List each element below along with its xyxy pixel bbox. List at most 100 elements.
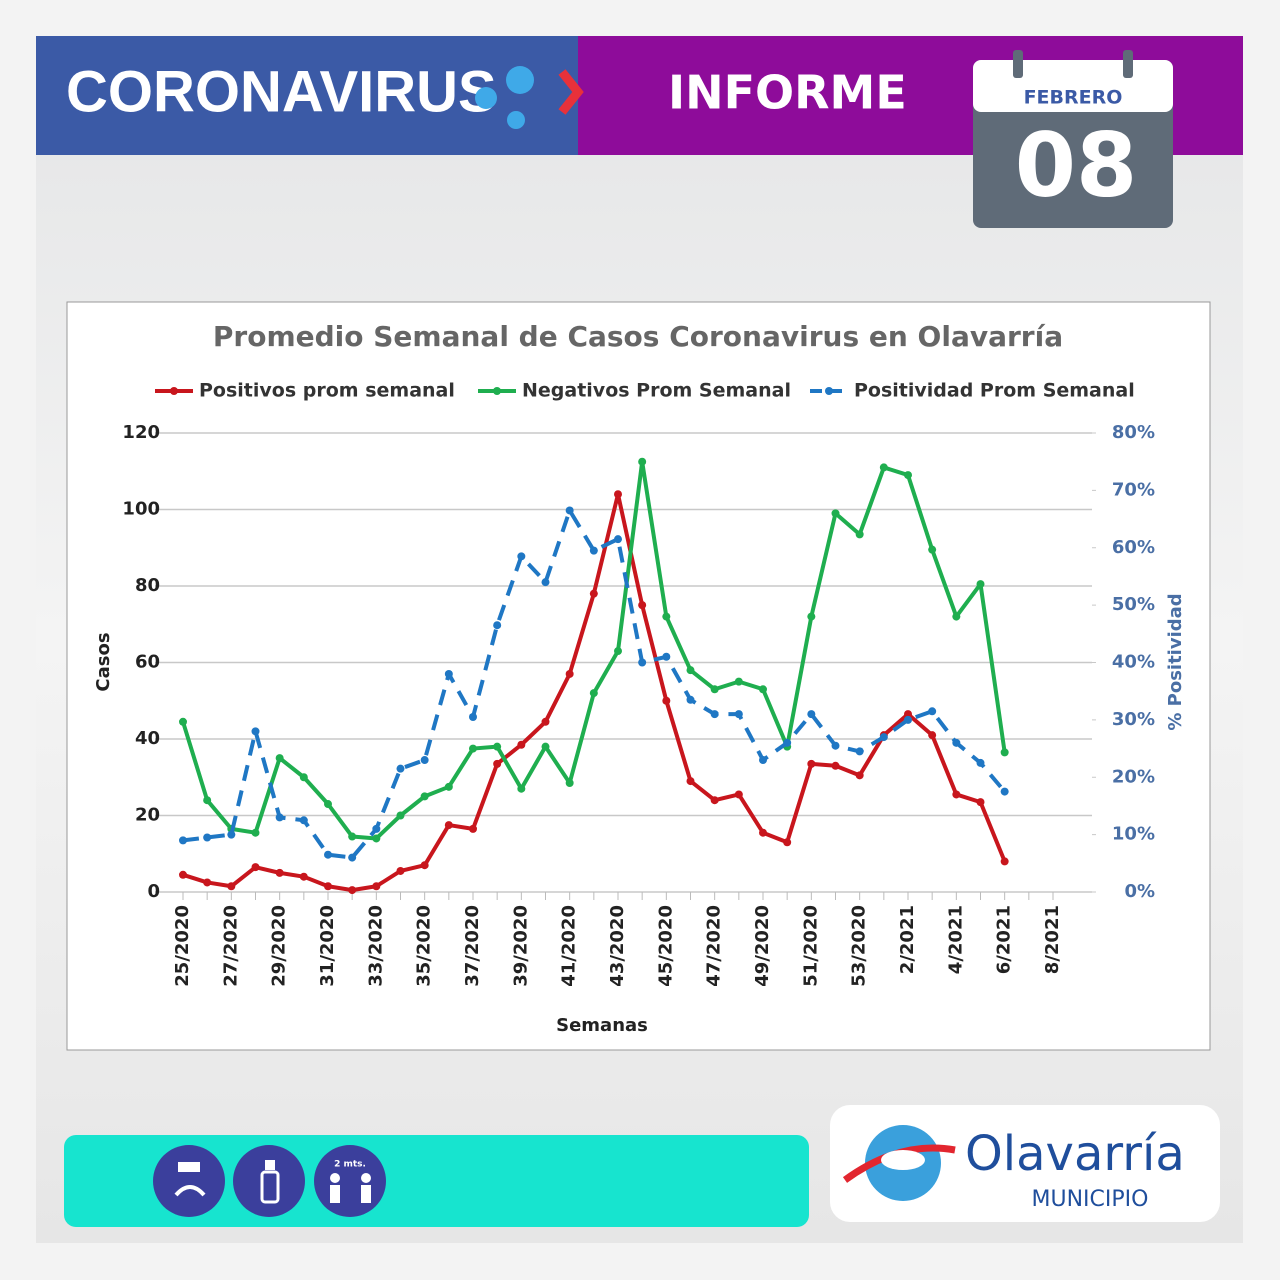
logo-subtext: MUNICIPIO xyxy=(1032,1187,1149,1212)
data-point xyxy=(855,747,864,756)
data-point xyxy=(662,652,671,661)
data-point xyxy=(541,717,550,726)
data-point xyxy=(372,824,381,833)
data-point xyxy=(179,836,187,845)
header-subtitle: INFORME xyxy=(668,66,907,120)
legend-marker xyxy=(825,387,833,395)
data-point xyxy=(928,707,937,716)
data-point xyxy=(324,882,332,891)
chart-frame xyxy=(66,301,1211,1051)
data-point xyxy=(251,828,260,837)
data-point xyxy=(372,882,381,891)
data-point xyxy=(275,813,284,822)
data-point xyxy=(614,647,622,656)
data-point xyxy=(662,696,671,705)
data-point xyxy=(638,457,647,466)
data-point xyxy=(324,850,332,859)
data-point xyxy=(759,685,767,694)
data-point xyxy=(855,771,864,780)
data-point xyxy=(589,689,598,698)
data-point xyxy=(1000,748,1009,757)
data-point xyxy=(469,744,477,753)
y2-tick-label: 70% xyxy=(1112,479,1155,500)
x-tick-label: 43/2020 xyxy=(607,905,628,987)
data-point xyxy=(976,798,985,807)
data-point xyxy=(420,861,429,870)
x-tick-label: 45/2020 xyxy=(655,905,676,987)
data-point xyxy=(493,621,502,630)
data-point xyxy=(348,853,357,862)
data-point xyxy=(420,792,429,801)
legend-marker xyxy=(493,387,501,395)
data-point xyxy=(227,882,236,891)
data-point xyxy=(879,733,888,742)
data-point xyxy=(952,790,961,799)
legend-label: Positivos prom semanal xyxy=(199,380,455,402)
data-point xyxy=(469,824,477,833)
data-point xyxy=(299,773,308,782)
y2-tick-label: 80% xyxy=(1112,422,1155,443)
data-point xyxy=(299,872,308,881)
data-point xyxy=(904,715,912,724)
data-point xyxy=(783,738,792,747)
data-point xyxy=(734,677,743,686)
data-point xyxy=(227,830,236,839)
data-point xyxy=(807,710,816,719)
data-point xyxy=(396,811,405,820)
data-point xyxy=(686,777,695,786)
data-point xyxy=(493,759,502,768)
y2-tick-label: 0% xyxy=(1124,881,1155,902)
data-point xyxy=(203,833,212,842)
legend-label: Positividad Prom Semanal xyxy=(854,380,1135,402)
data-point xyxy=(879,463,888,472)
data-point xyxy=(444,782,453,791)
y2-axis-label: % Positividad xyxy=(1165,593,1186,730)
y2-tick-label: 40% xyxy=(1112,652,1155,673)
data-point xyxy=(517,740,526,749)
series-line xyxy=(182,508,1007,860)
data-point xyxy=(710,710,719,719)
data-point xyxy=(614,490,622,499)
distance-label: 2 mts. xyxy=(334,1160,366,1170)
y2-tick-label: 30% xyxy=(1112,709,1155,730)
x-tick-label: 39/2020 xyxy=(510,905,531,987)
data-point xyxy=(976,580,985,589)
data-point xyxy=(710,796,719,805)
y2-tick-label: 20% xyxy=(1112,766,1155,787)
x-tick-label: 8/2021 xyxy=(1042,905,1063,974)
x-tick-label: 49/2020 xyxy=(752,905,773,987)
data-point xyxy=(372,834,381,843)
data-point xyxy=(348,886,357,895)
data-point xyxy=(203,878,212,887)
data-point xyxy=(614,535,622,544)
data-point xyxy=(638,601,647,610)
data-point xyxy=(444,669,453,678)
x-tick-label: 35/2020 xyxy=(414,905,435,987)
y-tick-label: 80 xyxy=(135,575,160,596)
data-point xyxy=(686,666,695,675)
data-point xyxy=(734,790,743,799)
calendar: FEBRERO 08 xyxy=(973,50,1173,228)
x-tick-label: 29/2020 xyxy=(269,905,290,987)
data-point xyxy=(662,612,671,621)
data-point xyxy=(831,761,840,770)
y-axis-label: Casos xyxy=(93,632,114,691)
x-tick-label: 51/2020 xyxy=(800,905,821,987)
data-point xyxy=(807,612,816,621)
data-point xyxy=(952,738,961,747)
data-point xyxy=(179,717,187,726)
data-point xyxy=(928,545,937,554)
data-point xyxy=(928,731,937,740)
data-point xyxy=(565,778,574,787)
data-point xyxy=(638,658,647,667)
data-point xyxy=(299,816,308,825)
x-tick-label: 2/2021 xyxy=(897,905,918,974)
y-tick-label: 120 xyxy=(122,422,160,443)
data-point xyxy=(952,612,961,621)
logo-mark xyxy=(842,1125,956,1201)
x-tick-label: 33/2020 xyxy=(365,905,386,987)
y-tick-label: 40 xyxy=(135,728,160,749)
x-tick-label: 41/2020 xyxy=(559,905,580,987)
data-point xyxy=(565,506,574,515)
